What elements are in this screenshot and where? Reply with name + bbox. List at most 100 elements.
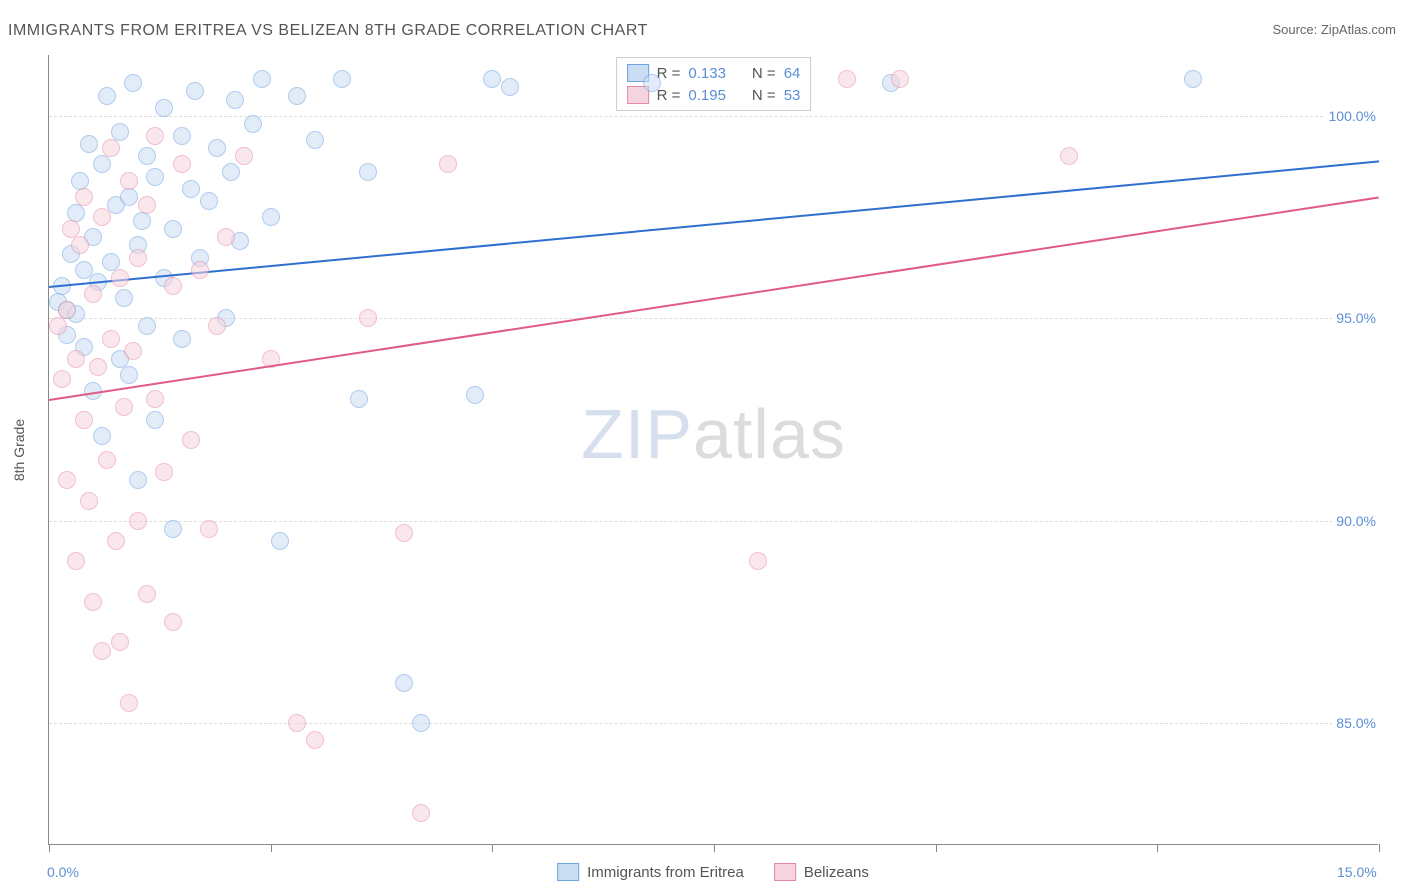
data-point [111, 269, 129, 287]
data-point [182, 431, 200, 449]
data-point [80, 135, 98, 153]
data-point [115, 398, 133, 416]
data-point [350, 390, 368, 408]
data-point [208, 139, 226, 157]
data-point [120, 366, 138, 384]
data-point [164, 613, 182, 631]
data-point [146, 390, 164, 408]
y-axis-title: 8th Grade [11, 418, 27, 480]
x-tick-label: 15.0% [1337, 864, 1377, 880]
data-point [749, 552, 767, 570]
data-point [226, 91, 244, 109]
gridline-h [49, 521, 1378, 522]
data-point [93, 642, 111, 660]
data-point [1060, 147, 1078, 165]
data-point [164, 277, 182, 295]
data-point [138, 196, 156, 214]
data-point [120, 188, 138, 206]
x-tick [936, 844, 937, 852]
data-point [129, 471, 147, 489]
data-point [306, 731, 324, 749]
data-point [235, 147, 253, 165]
data-point [75, 411, 93, 429]
data-point [80, 492, 98, 510]
data-point [838, 70, 856, 88]
gridline-h [49, 723, 1378, 724]
trend-line [49, 160, 1379, 288]
x-tick [271, 844, 272, 852]
data-point [84, 593, 102, 611]
gridline-h [49, 318, 1378, 319]
data-point [483, 70, 501, 88]
data-point [124, 74, 142, 92]
data-point [146, 411, 164, 429]
data-point [271, 532, 289, 550]
data-point [89, 358, 107, 376]
data-point [75, 188, 93, 206]
source-attribution: Source: ZipAtlas.com [1272, 22, 1396, 37]
data-point [173, 155, 191, 173]
n-label-1: N = [752, 87, 776, 104]
data-point [129, 249, 147, 267]
trend-line [49, 197, 1379, 402]
data-point [164, 520, 182, 538]
x-tick [1379, 844, 1380, 852]
legend-swatch-series-1 [774, 863, 796, 881]
data-point [120, 172, 138, 190]
data-point [53, 370, 71, 388]
data-point [146, 127, 164, 145]
data-point [359, 163, 377, 181]
data-point [102, 330, 120, 348]
r-value-0: 0.133 [688, 65, 726, 82]
data-point [412, 714, 430, 732]
data-point [133, 212, 151, 230]
data-point [49, 317, 67, 335]
data-point [62, 220, 80, 238]
data-point [107, 532, 125, 550]
data-point [191, 261, 209, 279]
data-point [93, 155, 111, 173]
data-point [111, 123, 129, 141]
chart-title: IMMIGRANTS FROM ERITREA VS BELIZEAN 8TH … [8, 22, 648, 40]
data-point [173, 330, 191, 348]
data-point [244, 115, 262, 133]
data-point [138, 317, 156, 335]
y-tick-label: 85.0% [1332, 715, 1380, 731]
data-point [67, 552, 85, 570]
data-point [306, 131, 324, 149]
data-point [93, 427, 111, 445]
data-point [84, 285, 102, 303]
y-tick-label: 100.0% [1325, 108, 1380, 124]
data-point [146, 168, 164, 186]
data-point [182, 180, 200, 198]
watermark-part2: atlas [693, 395, 846, 473]
x-tick [492, 844, 493, 852]
y-tick-label: 90.0% [1332, 513, 1380, 529]
data-point [439, 155, 457, 173]
data-point [208, 317, 226, 335]
data-point [1184, 70, 1202, 88]
data-point [466, 386, 484, 404]
data-point [395, 524, 413, 542]
r-label-1: R = [657, 87, 681, 104]
data-point [501, 78, 519, 96]
data-point [200, 520, 218, 538]
data-point [222, 163, 240, 181]
n-label-0: N = [752, 65, 776, 82]
legend-swatch-series-0 [557, 863, 579, 881]
data-point [643, 74, 661, 92]
watermark: ZIPatlas [581, 394, 846, 474]
data-point [164, 220, 182, 238]
source-label: Source: [1272, 22, 1320, 37]
data-point [102, 139, 120, 157]
data-point [58, 301, 76, 319]
x-tick-label: 0.0% [47, 864, 79, 880]
data-point [155, 463, 173, 481]
y-tick-label: 95.0% [1332, 310, 1380, 326]
data-point [288, 714, 306, 732]
data-point [98, 451, 116, 469]
legend-label-0: Immigrants from Eritrea [587, 864, 744, 881]
data-point [891, 70, 909, 88]
chart-container: 8th Grade ZIPatlas R = 0.133 N = 64 R = … [48, 55, 1378, 845]
data-point [93, 208, 111, 226]
